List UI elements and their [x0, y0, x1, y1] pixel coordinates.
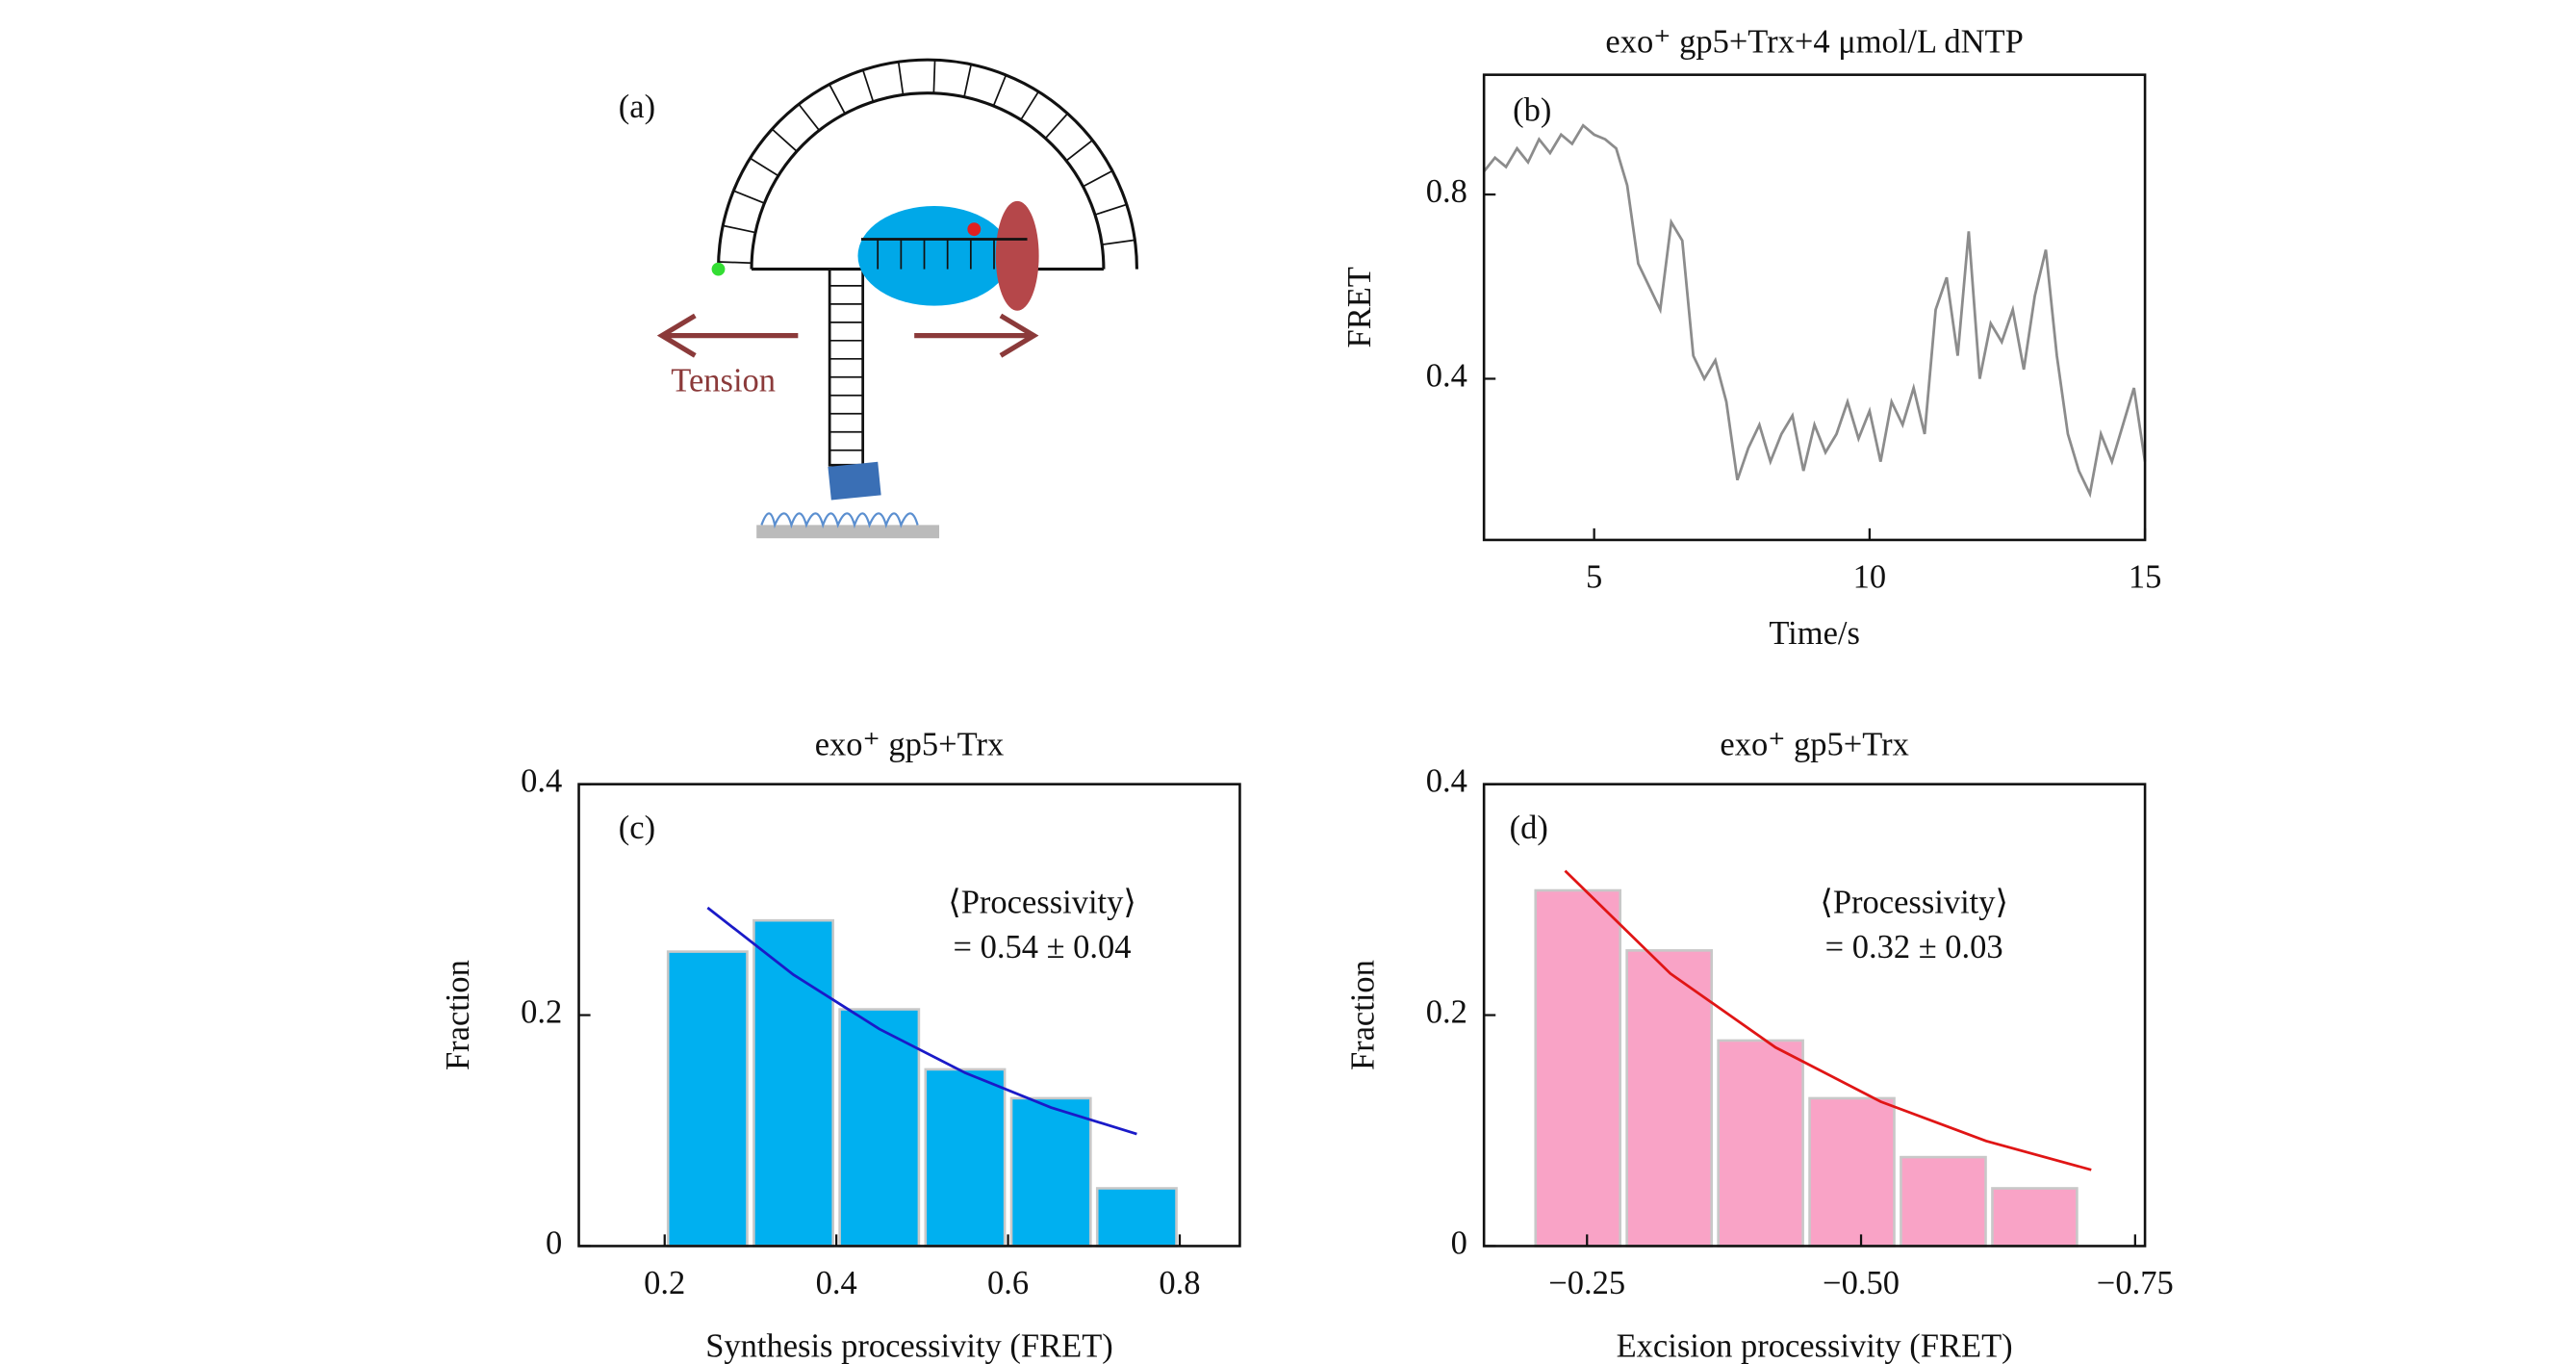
bar [1009, 1096, 1092, 1248]
peg-brush [760, 512, 919, 529]
y-tick-label: 0 [1451, 1224, 1467, 1261]
donor [711, 262, 726, 276]
panel-label: (c) [619, 810, 655, 846]
arch-rung [750, 157, 779, 177]
annotation: ⟨Processivity⟩ [1820, 885, 2008, 921]
fit-curve [1564, 869, 2092, 1171]
arch-rung [963, 64, 973, 97]
y-tick-label: 0.4 [1426, 763, 1467, 800]
arch-rung [1102, 239, 1135, 245]
annotation: ⟨Processivity⟩ [948, 885, 1136, 921]
bar [666, 950, 749, 1248]
x-tick-label: 0.8 [1159, 1265, 1200, 1301]
x-axis-label: Excision processivity (FRET) [1617, 1327, 2013, 1364]
bar [1900, 1155, 1987, 1248]
arch-rung [829, 84, 846, 115]
x-tick-label: 5 [1586, 558, 1602, 595]
acceptor [967, 222, 982, 237]
arch-rung [897, 62, 905, 95]
x-tick-label: 0.6 [987, 1265, 1029, 1301]
bar [752, 918, 834, 1248]
y-axis-label: FRET [1341, 267, 1378, 347]
arch-rung [932, 60, 936, 93]
y-axis-label: Fraction [1345, 960, 1382, 1070]
arch-rung [723, 224, 756, 234]
x-tick-label: 10 [1853, 558, 1886, 595]
x-tick-label: 0.4 [816, 1265, 857, 1301]
anchor [828, 461, 881, 501]
arch-rung [718, 261, 752, 265]
surface [756, 525, 940, 539]
x-tick-label: −0.25 [1548, 1265, 1625, 1301]
arch-rung [1044, 113, 1069, 140]
y-tick-label: 0.2 [1426, 993, 1467, 1030]
arch-rung [1065, 140, 1093, 162]
arch-rung [992, 74, 1007, 107]
tension-arrow-left [656, 313, 799, 358]
x-tick-label: 15 [2129, 558, 2162, 595]
arch-inner [750, 91, 1106, 270]
bar [1095, 1187, 1178, 1248]
panel-label: (d) [1510, 810, 1548, 846]
x-axis-label: Synthesis processivity (FRET) [705, 1327, 1113, 1364]
x-axis-label: Time/s [1769, 615, 1860, 652]
arch-rung [1083, 169, 1113, 188]
y-tick-label: 0.2 [521, 993, 562, 1030]
plot-frame [1482, 73, 2147, 542]
chart-title: exo⁺ gp5+Trx+4 μmol/L dNTP [1605, 24, 2023, 61]
arch-rung [1020, 90, 1039, 120]
polymerase [857, 206, 1011, 306]
arch-rung [771, 128, 798, 152]
panel-label: (a) [619, 89, 655, 125]
tension-arrow-right [914, 313, 1039, 358]
x-tick-label: 0.2 [644, 1265, 685, 1301]
panel-label: (b) [1513, 91, 1551, 128]
x-tick-label: −0.50 [1823, 1265, 1900, 1301]
y-tick-label: 0.8 [1426, 173, 1467, 210]
diagram: (a) Tension [619, 58, 1138, 539]
y-axis-label: Fraction [440, 960, 476, 1070]
chart-title: exo⁺ gp5+Trx [1720, 727, 1908, 763]
bar [1534, 888, 1622, 1248]
bar [1808, 1096, 1896, 1248]
x-tick-label: −0.75 [2097, 1265, 2174, 1301]
bar [1717, 1039, 1804, 1248]
bar [838, 1008, 921, 1248]
arch-rung [861, 69, 875, 102]
annotation: = 0.54 ± 0.04 [954, 929, 1132, 965]
y-tick-label: 0 [546, 1224, 562, 1261]
fit-curve [706, 906, 1137, 1136]
exo-domain [995, 200, 1039, 311]
y-tick-label: 0.4 [1426, 357, 1467, 394]
y-tick-label: 0.4 [521, 763, 562, 800]
chart-title: exo⁺ gp5+Trx [815, 727, 1004, 763]
annotation: Tension [671, 363, 776, 399]
bar [924, 1068, 1007, 1248]
bar [1991, 1187, 2079, 1248]
arch-rung [733, 190, 765, 204]
stem [828, 268, 865, 467]
line-series [1483, 123, 2147, 499]
bar [1625, 949, 1714, 1248]
arch-rung [798, 103, 821, 131]
arch-rung [1094, 203, 1128, 216]
annotation: = 0.32 ± 0.03 [1825, 929, 2003, 965]
